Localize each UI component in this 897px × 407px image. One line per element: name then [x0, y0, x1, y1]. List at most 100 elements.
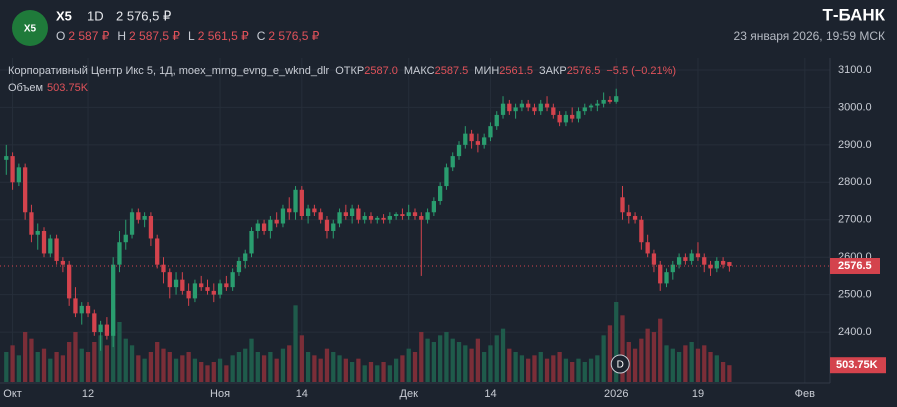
volume-bar	[180, 355, 185, 382]
volume-bar	[230, 355, 235, 382]
volume-bar	[29, 338, 34, 382]
price: 2 576,5 ₽	[116, 8, 171, 23]
volume-bar	[324, 348, 330, 382]
candle-body	[450, 156, 455, 168]
volume-bar	[117, 322, 122, 382]
candle-body	[526, 103, 531, 108]
volume-bar	[331, 352, 336, 382]
volume-bar	[85, 352, 91, 382]
volume-bar	[205, 365, 210, 382]
candle-body	[98, 324, 103, 333]
volume-bar	[199, 362, 204, 382]
volume-bar	[337, 355, 342, 382]
volume-value: 503.75K	[47, 82, 89, 94]
candle-body	[299, 189, 304, 217]
volume-bar	[349, 362, 355, 382]
candle-body	[695, 253, 701, 258]
stat-key: ЗАКР	[539, 65, 567, 77]
x-tick-label: 14	[484, 388, 496, 400]
x-tick-label: Дек	[400, 388, 419, 400]
volume-bar	[387, 365, 392, 382]
candle-body	[324, 219, 330, 231]
volume-bar	[148, 352, 154, 382]
y-tick-label: 2700.0	[838, 214, 872, 226]
ohlc-value: 2 587 ₽	[68, 29, 109, 43]
volume-bar	[607, 325, 613, 382]
candle-body	[41, 230, 47, 254]
volume-bar	[526, 358, 531, 382]
interval: 1D	[87, 8, 104, 23]
candle-body	[626, 212, 631, 217]
volume-bar	[287, 345, 292, 382]
volume-bar	[683, 345, 688, 382]
volume-bar	[192, 358, 198, 382]
ohlc-value: 2 561,5 ₽	[198, 29, 249, 43]
candle-body	[632, 216, 638, 220]
candle-body	[463, 133, 468, 145]
volume-bar	[601, 335, 606, 382]
volume-bar	[727, 365, 732, 382]
candle-body	[142, 216, 147, 220]
volume-bar	[268, 352, 273, 382]
stat-key: МИН	[474, 65, 499, 77]
volume-bar	[41, 348, 47, 382]
candle-body	[129, 212, 135, 235]
candle-body	[614, 96, 619, 102]
candle-body	[500, 103, 506, 115]
candle-body	[519, 103, 525, 108]
ohlc-value: 2 587,5 ₽	[129, 29, 180, 43]
volume-bar	[475, 338, 481, 382]
candle-body	[243, 253, 248, 261]
logo	[12, 10, 48, 46]
candle-body	[79, 305, 84, 314]
volume-bar	[280, 348, 286, 382]
candle-body	[331, 223, 336, 231]
volume-bar	[488, 345, 493, 382]
volume-bar	[563, 358, 569, 382]
volume-bar	[664, 345, 669, 382]
volume-bar	[419, 332, 424, 382]
candle-body	[249, 230, 254, 254]
candle-body	[73, 298, 78, 314]
volume-bar	[362, 365, 367, 382]
volume-bar	[658, 318, 663, 382]
candle-body	[714, 260, 719, 269]
volume-bar	[588, 358, 594, 382]
volume-bar	[318, 358, 323, 382]
volume-bar	[274, 358, 279, 382]
candle-body	[85, 305, 91, 314]
candle-body	[482, 137, 487, 145]
volume-bar	[431, 342, 437, 382]
volume-bar	[4, 352, 9, 382]
candle-body	[412, 212, 418, 217]
y-tick-label: 2400.0	[838, 326, 872, 338]
candle-body	[148, 216, 154, 239]
volume-bar	[123, 338, 128, 382]
candle-body	[444, 167, 449, 187]
candle-body	[670, 264, 675, 273]
volume-bar	[576, 358, 581, 382]
candle-body	[576, 111, 581, 119]
candle-body	[601, 99, 606, 104]
candle-body	[438, 186, 443, 202]
candle-body	[563, 114, 569, 123]
candle-body	[406, 212, 411, 217]
candle-body	[280, 208, 286, 224]
candle-body	[123, 234, 128, 243]
ohlc-key: O	[56, 29, 65, 43]
candle-body	[425, 212, 430, 220]
volume-bar	[305, 352, 311, 382]
volume-bar	[381, 362, 386, 382]
candle-body	[312, 208, 317, 213]
candle-body	[708, 264, 713, 269]
candle-body	[261, 223, 267, 231]
volume-last-label: 503.75K	[836, 359, 878, 371]
y-tick-label: 2900.0	[838, 139, 872, 151]
volume-bar	[249, 338, 254, 382]
candle-body	[551, 107, 556, 115]
volume-bar	[482, 352, 487, 382]
volume-bar	[557, 352, 562, 382]
marker	[610, 354, 630, 374]
